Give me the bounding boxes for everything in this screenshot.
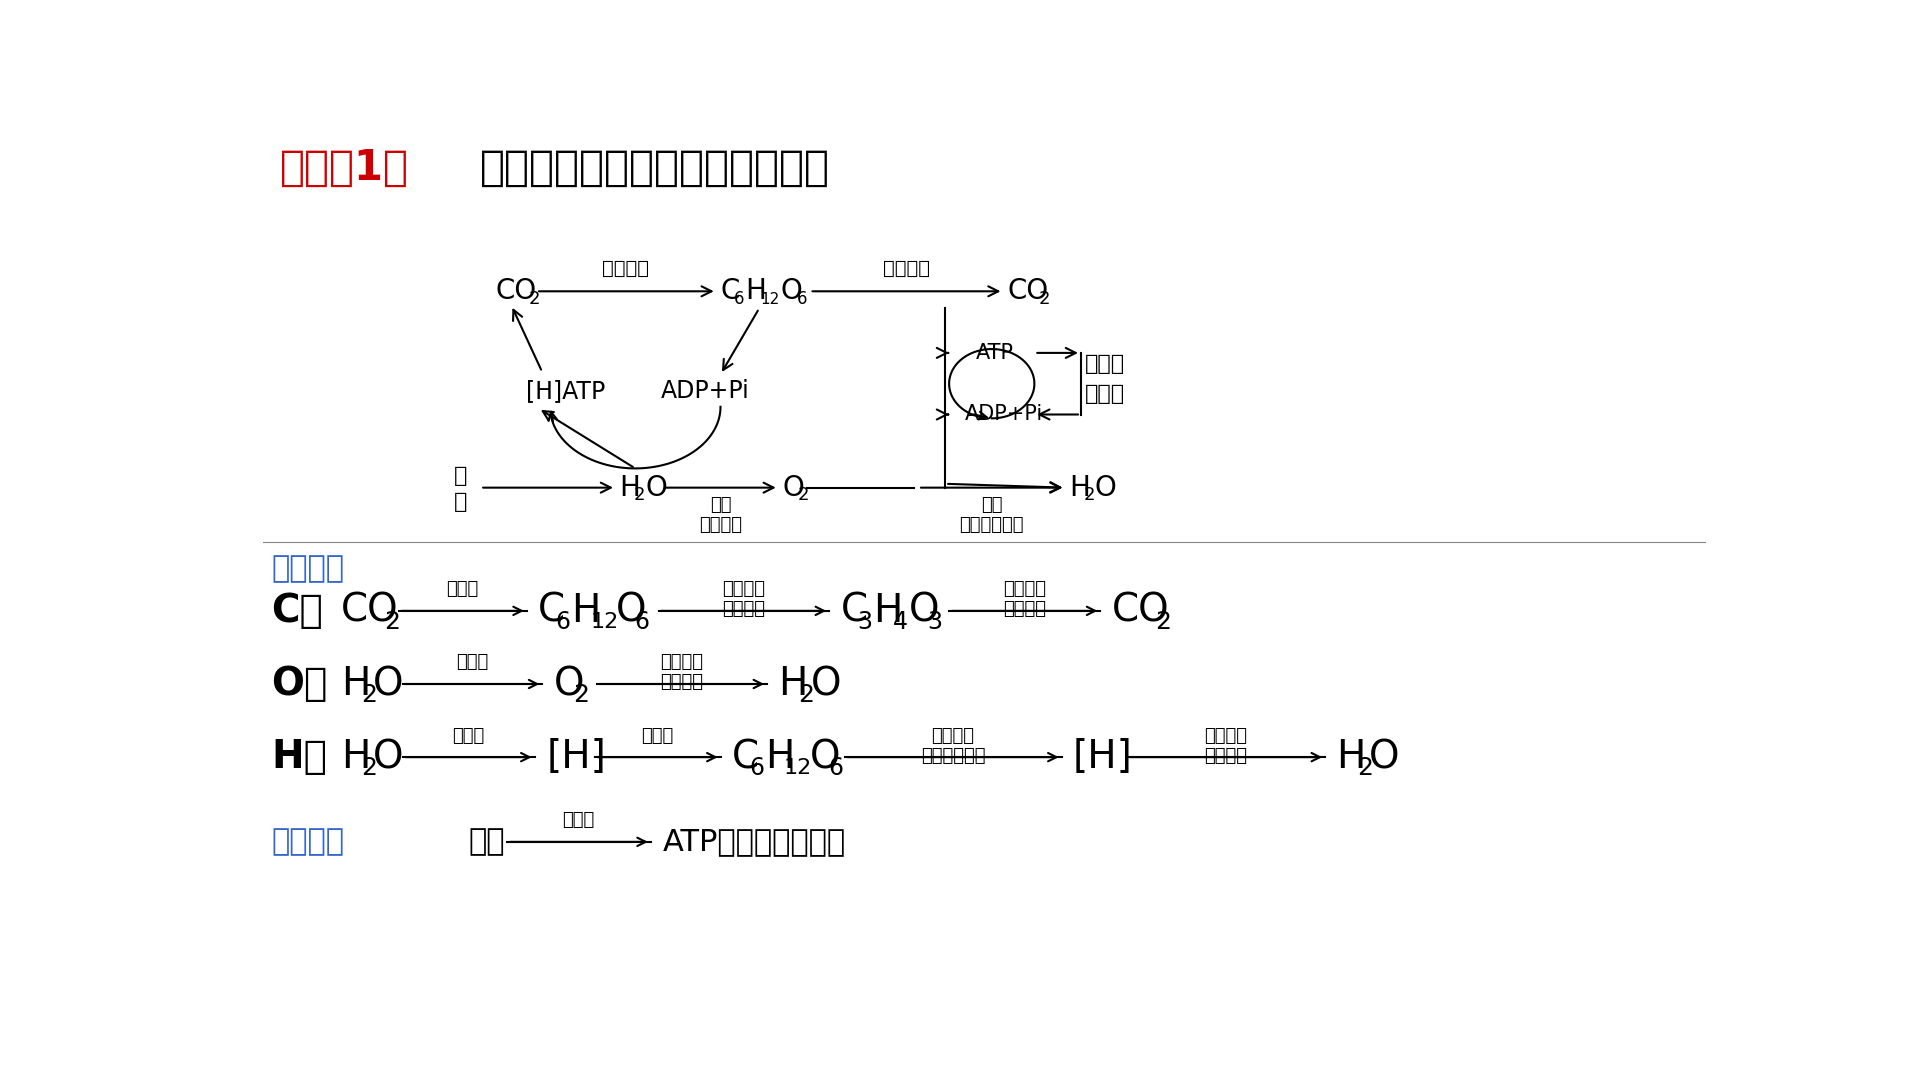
Text: H: H: [1336, 738, 1365, 777]
Text: 光反应: 光反应: [563, 811, 595, 829]
Text: CO: CO: [1112, 592, 1169, 630]
Text: 在叶绿体: 在叶绿体: [699, 515, 741, 534]
Text: O: O: [810, 665, 841, 703]
Text: 【题型1】: 【题型1】: [280, 147, 409, 189]
Text: 6: 6: [797, 291, 806, 308]
Text: 2: 2: [634, 486, 645, 504]
Text: 2: 2: [574, 683, 589, 706]
Text: H: H: [620, 474, 641, 501]
Text: H: H: [764, 738, 795, 777]
Text: 12: 12: [783, 758, 812, 778]
Text: 第二阶段: 第二阶段: [1002, 600, 1046, 619]
Text: 第三阶段: 第三阶段: [660, 674, 703, 691]
Text: H: H: [780, 665, 808, 703]
Text: C: C: [720, 278, 739, 306]
Text: 有氧呼吸: 有氧呼吸: [660, 653, 703, 672]
Text: O: O: [645, 474, 666, 501]
Text: 能量方面: 能量方面: [271, 827, 344, 856]
Text: O: O: [1369, 738, 1400, 777]
Text: 2: 2: [528, 291, 540, 308]
Text: 6: 6: [749, 756, 764, 780]
Text: O: O: [372, 665, 403, 703]
Text: 主要在线粒体: 主要在线粒体: [960, 515, 1023, 534]
Text: 6: 6: [828, 756, 843, 780]
Text: 2: 2: [361, 683, 376, 706]
Text: 2: 2: [384, 609, 399, 634]
Text: 第一阶段: 第一阶段: [722, 600, 766, 619]
Text: 6: 6: [634, 609, 649, 634]
Text: O: O: [810, 738, 841, 777]
Text: ATP: ATP: [975, 343, 1014, 363]
Text: O: O: [553, 665, 584, 703]
Text: 2: 2: [799, 683, 814, 706]
Text: 光反应: 光反应: [453, 727, 484, 744]
Text: H: H: [340, 665, 371, 703]
Text: H: H: [1069, 474, 1091, 501]
Text: 12: 12: [760, 292, 780, 307]
Text: ADP+Pi: ADP+Pi: [964, 405, 1043, 424]
Text: [H]: [H]: [1073, 738, 1133, 777]
Text: H: H: [874, 592, 902, 630]
Text: O: O: [781, 278, 803, 306]
Text: 有氧呼吸: 有氧呼吸: [1204, 727, 1248, 744]
Text: O: O: [908, 592, 939, 630]
Text: C: C: [732, 738, 758, 777]
Text: [H]: [H]: [545, 738, 607, 777]
Text: 有氧呼吸: 有氧呼吸: [722, 580, 766, 598]
Text: 有氧呼吸: 有氧呼吸: [1002, 580, 1046, 598]
Text: 12: 12: [589, 611, 618, 632]
Text: [H]ATP: [H]ATP: [526, 379, 605, 404]
Text: CO: CO: [340, 592, 397, 630]
Text: 释放: 释放: [710, 496, 732, 514]
Text: 物质方面: 物质方面: [271, 554, 344, 583]
Text: 2: 2: [1039, 291, 1050, 308]
Text: 第三阶段: 第三阶段: [1204, 746, 1248, 765]
Text: C：: C：: [271, 592, 323, 630]
Text: H：: H：: [271, 738, 326, 777]
Text: 4: 4: [893, 609, 908, 634]
Text: CO: CO: [495, 278, 538, 306]
Text: 6: 6: [555, 609, 570, 634]
Text: O：: O：: [271, 665, 328, 703]
Text: 暗反应: 暗反应: [641, 727, 674, 744]
Text: 能: 能: [455, 491, 468, 512]
Text: H: H: [745, 278, 766, 306]
Text: 3: 3: [858, 609, 874, 634]
Text: C: C: [538, 592, 566, 630]
Text: 命活动: 命活动: [1085, 383, 1125, 404]
Text: 3: 3: [927, 609, 943, 634]
Text: 有氧呼吸: 有氧呼吸: [883, 259, 929, 278]
Text: C: C: [841, 592, 868, 630]
Text: 光合作用与细胞呼吸的过程比较: 光合作用与细胞呼吸的过程比较: [480, 147, 829, 189]
Text: 光: 光: [455, 467, 468, 486]
Text: 第一、二阶段: 第一、二阶段: [922, 746, 985, 765]
Text: 各项生: 各项生: [1085, 354, 1125, 375]
Text: 2: 2: [1083, 486, 1094, 504]
Text: 有氧呼吸: 有氧呼吸: [931, 727, 975, 744]
Text: O: O: [372, 738, 403, 777]
Text: 暗反应: 暗反应: [445, 580, 478, 598]
Text: 吸收: 吸收: [981, 496, 1002, 514]
Text: O: O: [616, 592, 647, 630]
Text: O: O: [1094, 474, 1117, 501]
Text: O: O: [783, 474, 804, 501]
Text: 2: 2: [1156, 609, 1171, 634]
Text: ATP中活跃的化学能: ATP中活跃的化学能: [662, 827, 845, 856]
Text: CO: CO: [1008, 278, 1048, 306]
Text: 光反应: 光反应: [457, 653, 488, 672]
Text: 光合作用: 光合作用: [603, 259, 649, 278]
Text: H: H: [570, 592, 601, 630]
Text: H: H: [340, 738, 371, 777]
Text: 2: 2: [1357, 756, 1373, 780]
Text: 2: 2: [361, 756, 376, 780]
Text: 2: 2: [797, 486, 808, 504]
Text: 光能: 光能: [468, 827, 505, 856]
Text: 6: 6: [733, 291, 745, 308]
Text: ADP+Pi: ADP+Pi: [660, 379, 749, 404]
